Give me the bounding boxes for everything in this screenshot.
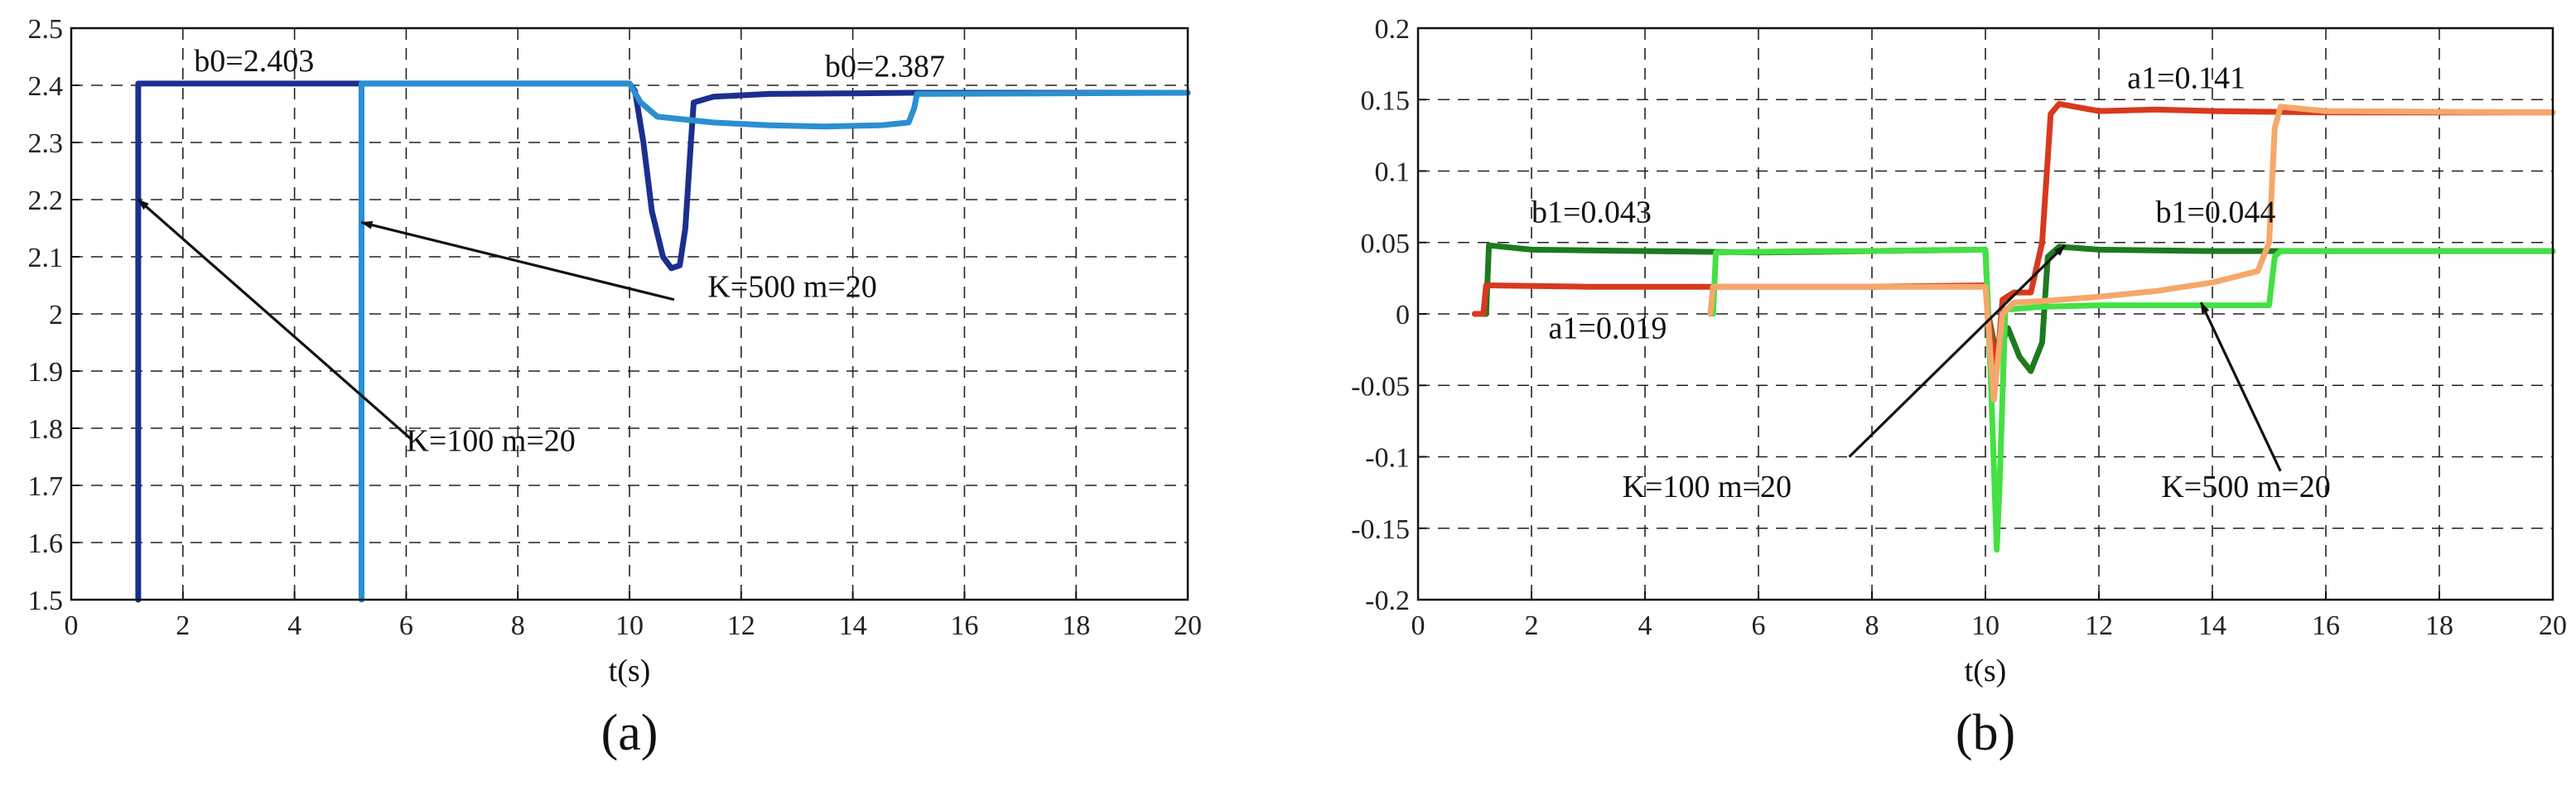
y-tick-label: 1.6 [28, 528, 64, 559]
y-tick-label: 1.9 [28, 357, 64, 388]
y-tick-label: 2.4 [28, 71, 64, 102]
x-tick-label: 8 [511, 610, 525, 641]
annotation-label: K=100 m=20 [406, 424, 575, 459]
chart-caption: (b) [1956, 705, 2015, 761]
x-tick-label: 18 [2425, 610, 2453, 641]
annotation-arrow [1848, 244, 2067, 458]
annotation-label: K=500 m=20 [2161, 470, 2330, 504]
annotation-label: b0=2.403 [194, 44, 314, 79]
chart-caption: (a) [601, 705, 658, 761]
annotation-label: b1=0.044 [2156, 195, 2276, 230]
annotation-label: K=100 m=20 [1623, 470, 1792, 504]
annotation-arrow [360, 220, 675, 302]
x-tick-label: 16 [2312, 610, 2340, 641]
x-tick-label: 6 [1752, 610, 1766, 641]
y-tick-label: 2.2 [28, 186, 64, 216]
annotation-label: a1=0.141 [2127, 60, 2246, 95]
y-tick-label: 2.1 [28, 243, 64, 273]
x-tick-label: 12 [2085, 610, 2113, 641]
annotation-arrow [2199, 302, 2282, 472]
x-tick-label: 16 [950, 610, 978, 641]
y-tick-label: -0.15 [1351, 514, 1410, 545]
chart-b: 0 2 4 6 8 10 12 14 16 18 20 -0.2 -0.15 -0.1 -0.05 0 0.05… [1351, 14, 2567, 761]
y-tick-label: 2 [49, 300, 63, 330]
x-tick-label: 10 [615, 610, 644, 641]
x-tick-label: 10 [1971, 610, 2000, 641]
annotation-arrow [137, 198, 413, 441]
y-tick-label: 1.8 [28, 414, 64, 445]
y-tick-label: 2.3 [28, 128, 64, 159]
y-tick-label: -0.05 [1351, 371, 1410, 402]
y-tick-label: -0.1 [1365, 443, 1410, 474]
y-tick-label: -0.2 [1365, 586, 1410, 616]
x-tick-label: 20 [2539, 610, 2567, 641]
x-tick-label: 14 [2198, 610, 2226, 641]
y-tick-label: 0.05 [1361, 229, 1411, 259]
x-tick-label: 6 [399, 610, 413, 641]
x-tick-label: 2 [176, 610, 190, 641]
y-tick-label: 0 [1396, 300, 1410, 330]
x-tick-label: 4 [287, 610, 301, 641]
x-axis-label: t(s) [1965, 654, 2007, 688]
series-line-2 [359, 80, 1191, 603]
y-tick-label: 0.2 [1375, 14, 1411, 45]
chart-a: 0 2 4 6 8 10 12 14 16 18 20 1.5 1.6 1.7 1.8 1.9 2 2.1 2.2 2… [28, 14, 1203, 761]
series-line-4 [1707, 104, 2556, 403]
x-tick-label: 4 [1638, 610, 1652, 641]
x-tick-label: 8 [1865, 610, 1879, 641]
annotation-label: b0=2.387 [825, 50, 945, 84]
x-tick-label: 14 [839, 610, 867, 641]
y-tick-label: 1.5 [28, 586, 64, 616]
annotation-label: a1=0.019 [1549, 311, 1667, 345]
y-tick-label: 0.15 [1361, 85, 1411, 116]
x-tick-label: 0 [65, 610, 79, 641]
x-tick-label: 12 [727, 610, 755, 641]
x-tick-label: 18 [1062, 610, 1090, 641]
y-tick-label: 1.7 [28, 471, 64, 502]
y-tick-label: 2.5 [28, 14, 64, 45]
annotation-label: K=500 m=20 [707, 269, 876, 304]
y-tick-label: 0.1 [1375, 157, 1411, 188]
x-axis-label: t(s) [609, 654, 651, 688]
x-tick-label: 0 [1411, 610, 1425, 641]
annotation-label: b1=0.043 [1532, 195, 1652, 230]
series-line-2 [1472, 100, 2556, 374]
x-tick-label: 2 [1525, 610, 1539, 641]
x-tick-label: 20 [1174, 610, 1202, 641]
